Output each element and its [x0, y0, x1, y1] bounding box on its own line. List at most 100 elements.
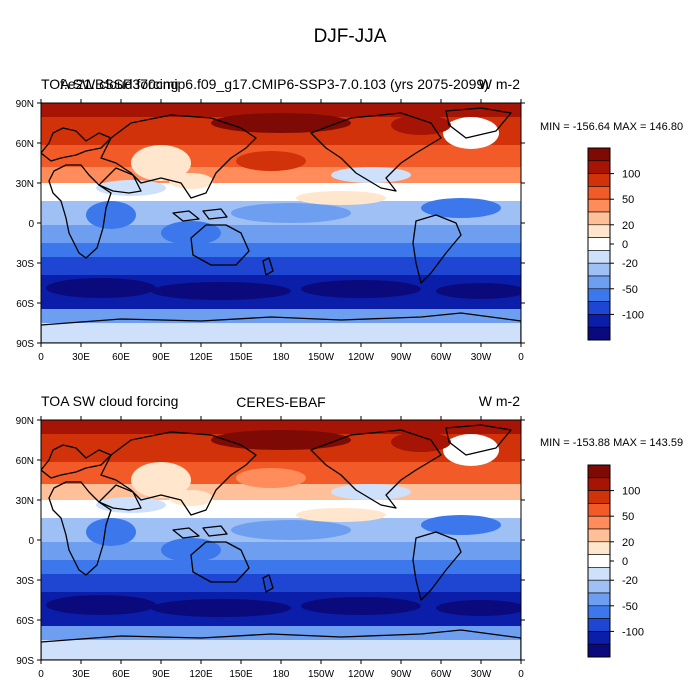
x-tick-label: 120E: [189, 352, 213, 363]
bottom-min-max: MIN = -153.88 MAX = 143.59: [540, 437, 684, 449]
x-tick-label: 150W: [308, 352, 335, 363]
colorbar-tick-label: 100: [622, 486, 640, 498]
x-tick-label: 90E: [152, 352, 170, 363]
x-tick-label: 120W: [348, 669, 375, 680]
y-tick-label: 90N: [16, 99, 34, 110]
bottom-left-title: TOA SW cloud forcing: [41, 393, 179, 409]
colorbar-tick-label: 20: [622, 220, 634, 232]
colorbar-swatch: [587, 631, 611, 645]
colorbar-swatch: [587, 643, 611, 658]
top-min-max: MIN = -156.64 MAX = 146.80: [540, 121, 684, 133]
colorbar-swatch: [587, 237, 611, 251]
top-center-title: f.e21.BSSP370cmip6.f09_g17.CMIP6-SSP3-7.…: [60, 76, 489, 92]
top-right-title: W m-2: [478, 76, 520, 92]
colorbar-swatch: [587, 464, 611, 479]
colorbar-swatch: [587, 579, 611, 594]
x-tick-label: 60W: [431, 669, 452, 680]
colorbar-swatch: [587, 198, 611, 213]
contour-field: [41, 103, 521, 343]
x-tick-label: 0: [518, 669, 524, 680]
colorbar-tick-label: -50: [622, 284, 638, 296]
x-tick-label: 30W: [471, 669, 492, 680]
y-tick-label: 60N: [16, 139, 34, 150]
colorbar-swatch: [587, 567, 611, 581]
y-tick-label: 60N: [16, 456, 34, 467]
y-tick-label: 30S: [16, 259, 34, 270]
colorbar-swatch: [587, 592, 611, 607]
coastlines: [41, 107, 521, 343]
bottom-right-title: W m-2: [478, 393, 520, 409]
x-tick-label: 60W: [431, 352, 452, 363]
y-tick-label: 30S: [16, 576, 34, 587]
x-tick-label: 60E: [112, 352, 130, 363]
map-panel-bottom: 90N 60N 30N 0 30S 60S 90S 0 30E 60E 90E 120E 150E 180…: [16, 416, 525, 680]
colorbar-tick-label: -100: [622, 309, 644, 321]
colorbar-tick-label: 100: [622, 169, 640, 181]
colorbar-top: 100 50 20 0 -20 -50 -100: [587, 147, 644, 341]
x-tick-label: 30W: [471, 352, 492, 363]
colorbar-swatch: [587, 211, 611, 226]
colorbar-swatch: [587, 262, 611, 277]
y-tick-label: 60S: [16, 299, 34, 310]
contour-field: [41, 420, 521, 660]
colorbar-swatch: [587, 147, 611, 162]
colorbar-tick-label: 0: [622, 556, 628, 568]
x-tick-label: 0: [518, 352, 524, 363]
colorbar-tick-label: 0: [622, 239, 628, 251]
x-tick-label: 120W: [348, 352, 375, 363]
y-tick-label: 0: [28, 536, 34, 547]
colorbar-tick-label: -20: [622, 258, 638, 270]
x-tick-label: 90W: [391, 352, 412, 363]
colorbar-swatch: [587, 275, 611, 290]
top-left-title: TOA SW cloud forcing: [41, 76, 179, 92]
colorbar-tick-label: 20: [622, 537, 634, 549]
colorbar-swatch: [587, 528, 611, 543]
x-tick-label: 30E: [72, 352, 90, 363]
colorbar-swatch: [587, 503, 611, 517]
x-tick-label: 90W: [391, 669, 412, 680]
y-tick-label: 90S: [16, 339, 34, 350]
x-tick-label: 0: [38, 669, 44, 680]
colorbar-tick-label: 50: [622, 194, 634, 206]
y-tick-label: 90S: [16, 656, 34, 667]
bottom-center-title: CERES-EBAF: [236, 394, 326, 410]
y-tick-label: 0: [28, 219, 34, 230]
colorbar-tick-label: -100: [622, 626, 644, 638]
colorbar-bottom: 100 50 20 0 -20 -50 -100: [587, 464, 644, 658]
map-panel-top: 90N 60N 30N 0 30S 60S 90S 0 30E 60E 90E 120E 150E 180…: [16, 99, 525, 363]
colorbar-swatch: [587, 326, 611, 341]
y-tick-label: 30N: [16, 496, 34, 507]
x-tick-label: 180: [273, 669, 290, 680]
colorbar-swatch: [587, 541, 611, 555]
colorbar-swatch: [587, 477, 611, 491]
colorbar-swatch: [587, 224, 611, 238]
colorbar-swatch: [587, 288, 611, 302]
x-tick-label: 120E: [189, 669, 213, 680]
figure-title: DJF-JJA: [313, 26, 387, 47]
colorbar-swatch: [587, 515, 611, 530]
colorbar-swatch: [587, 186, 611, 200]
x-tick-label: 90E: [152, 669, 170, 680]
x-tick-label: 150W: [308, 669, 335, 680]
coastlines: [41, 424, 521, 660]
colorbar-swatch: [587, 314, 611, 328]
colorbar-swatch: [587, 554, 611, 568]
colorbar-swatch: [587, 250, 611, 264]
colorbar-swatch: [587, 160, 611, 174]
y-tick-label: 90N: [16, 416, 34, 427]
colorbar-swatch: [587, 618, 611, 632]
x-tick-label: 150E: [229, 669, 253, 680]
x-tick-label: 60E: [112, 669, 130, 680]
colorbar-tick-label: -50: [622, 601, 638, 613]
colorbar-swatch: [587, 605, 611, 619]
y-tick-label: 30N: [16, 179, 34, 190]
y-tick-label: 60S: [16, 616, 34, 627]
colorbar-tick-label: 50: [622, 511, 634, 523]
x-tick-label: 0: [38, 352, 44, 363]
colorbar-tick-label: -20: [622, 575, 638, 587]
colorbar-swatch: [587, 173, 611, 187]
colorbar-swatch: [587, 490, 611, 504]
x-tick-label: 180: [273, 352, 290, 363]
colorbar-swatch: [587, 301, 611, 315]
